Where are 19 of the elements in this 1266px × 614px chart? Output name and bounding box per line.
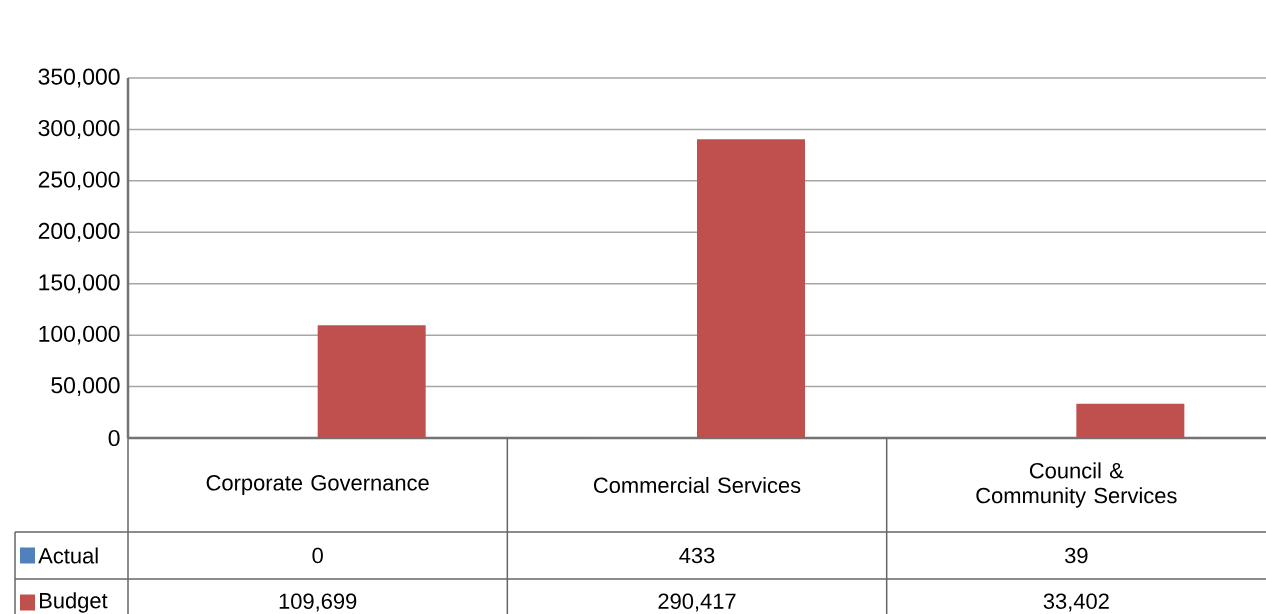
data-label: 33,402 [1043,593,1109,612]
data-label: 39 [1064,547,1088,564]
data-label: 290,417 [658,593,736,612]
y-tick-label: 150,000 [39,274,120,294]
x-tick-label: Commercial Services [593,476,801,494]
x-tick-label: Council & Community Services [976,462,1177,508]
x-tick-label: Corporate Governance [206,475,429,495]
data-label: 109,699 [279,593,357,612]
y-tick-label: 100,000 [39,325,120,345]
legend-label: Actual [38,547,98,564]
y-tick-label: 0 [108,429,120,447]
y-tick-label: 350,000 [38,68,120,88]
data-label: 433 [679,547,715,564]
data-label: 0 [312,547,323,564]
y-tick-label: 200,000 [38,222,120,242]
y-tick-label: 300,000 [38,119,120,139]
y-tick-label: 250,000 [38,171,120,191]
y-tick-label: 50,000 [51,377,120,397]
legend-label: Budget [40,592,108,613]
